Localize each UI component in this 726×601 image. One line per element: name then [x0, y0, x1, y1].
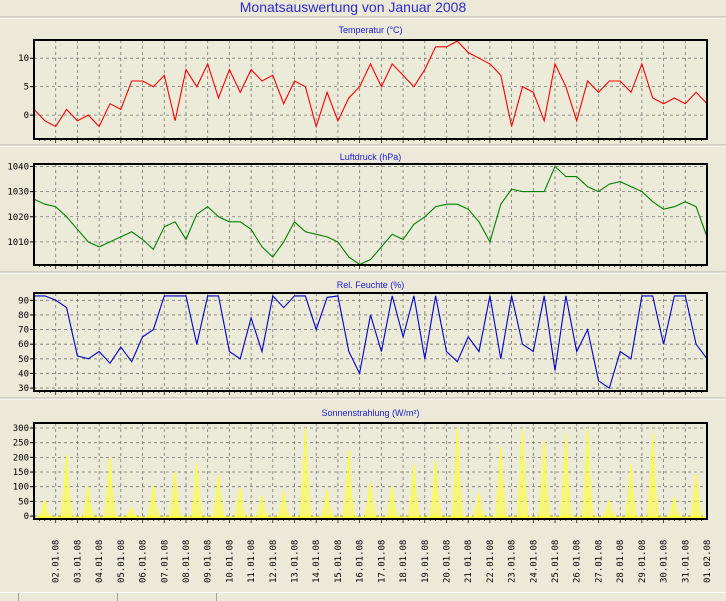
- y-tick-label: 250: [13, 439, 29, 449]
- y-tick-label: 1030: [7, 188, 29, 198]
- x-tick-label: 10.01.08: [225, 540, 235, 583]
- plot-area: [34, 40, 707, 139]
- x-tick-label: 27.01.08: [594, 540, 604, 583]
- panel-title-0: Temperatur (°C): [338, 25, 402, 35]
- x-tick-label: 07.01.08: [160, 540, 170, 583]
- x-tick-label: 04.01.08: [95, 540, 105, 583]
- panel-title-2: Rel. Feuchte (%): [337, 280, 405, 290]
- plot-area: [34, 164, 707, 265]
- y-tick-label: 60: [18, 340, 29, 350]
- x-tick-label: 20.01.08: [442, 540, 452, 583]
- panel-title-3: Sonnenstrahlung (W/m²): [321, 408, 419, 418]
- panel-title-1: Luftdruck (hPa): [340, 152, 402, 162]
- x-tick-label: 09.01.08: [204, 540, 214, 583]
- y-tick-label: 70: [18, 326, 29, 336]
- x-tick-label: 05.01.08: [117, 540, 127, 583]
- y-tick-label: 150: [13, 468, 29, 478]
- y-tick-label: 80: [18, 311, 29, 321]
- x-tick-label: 08.01.08: [182, 540, 192, 583]
- y-tick-label: 90: [18, 296, 29, 306]
- x-tick-label: 16.01.08: [356, 540, 366, 583]
- x-tick-label: 21.01.08: [464, 540, 474, 583]
- x-tick-label: 30.01.08: [660, 540, 670, 583]
- y-tick-label: 200: [13, 453, 29, 463]
- x-tick-label: 02.01.08: [52, 540, 62, 583]
- x-tick-label: 24.01.08: [529, 540, 539, 583]
- x-tick-label: 03.01.08: [73, 540, 83, 583]
- x-tick-label: 23.01.08: [508, 540, 518, 583]
- plot-area: [34, 293, 707, 391]
- y-tick-label: 30: [18, 384, 29, 394]
- y-tick-label: 1010: [7, 238, 29, 248]
- y-tick-label: 5: [24, 83, 29, 93]
- x-tick-label: 25.01.08: [551, 540, 561, 583]
- x-tick-label: 29.01.08: [638, 540, 648, 583]
- x-tick-label: 12.01.08: [269, 540, 279, 583]
- x-tick-label: 18.01.08: [399, 540, 409, 583]
- y-tick-label: 50: [18, 355, 29, 365]
- x-tick-label: 17.01.08: [377, 540, 387, 583]
- y-tick-label: 0: [24, 111, 29, 121]
- x-tick-label: 28.01.08: [616, 540, 626, 583]
- x-tick-label: 11.01.08: [247, 540, 257, 583]
- y-tick-label: 1020: [7, 213, 29, 223]
- x-tick-label: 19.01.08: [421, 540, 431, 583]
- y-tick-label: 50: [18, 497, 29, 507]
- y-tick-label: 0: [24, 512, 29, 522]
- x-tick-label: 14.01.08: [312, 540, 322, 583]
- y-tick-label: 10: [18, 54, 29, 64]
- x-tick-label: 22.01.08: [486, 540, 496, 583]
- y-tick-label: 40: [18, 369, 29, 379]
- x-tick-label: 13.01.08: [291, 540, 301, 583]
- y-tick-label: 1040: [7, 163, 29, 173]
- x-tick-label: 15.01.08: [334, 540, 344, 583]
- x-tick-label: 31.01.08: [681, 540, 691, 583]
- y-tick-label: 100: [13, 483, 29, 493]
- x-tick-label: 01.02.08: [703, 540, 713, 583]
- x-tick-label: 06.01.08: [139, 540, 149, 583]
- y-tick-label: 300: [13, 424, 29, 434]
- x-tick-label: 26.01.08: [573, 540, 583, 583]
